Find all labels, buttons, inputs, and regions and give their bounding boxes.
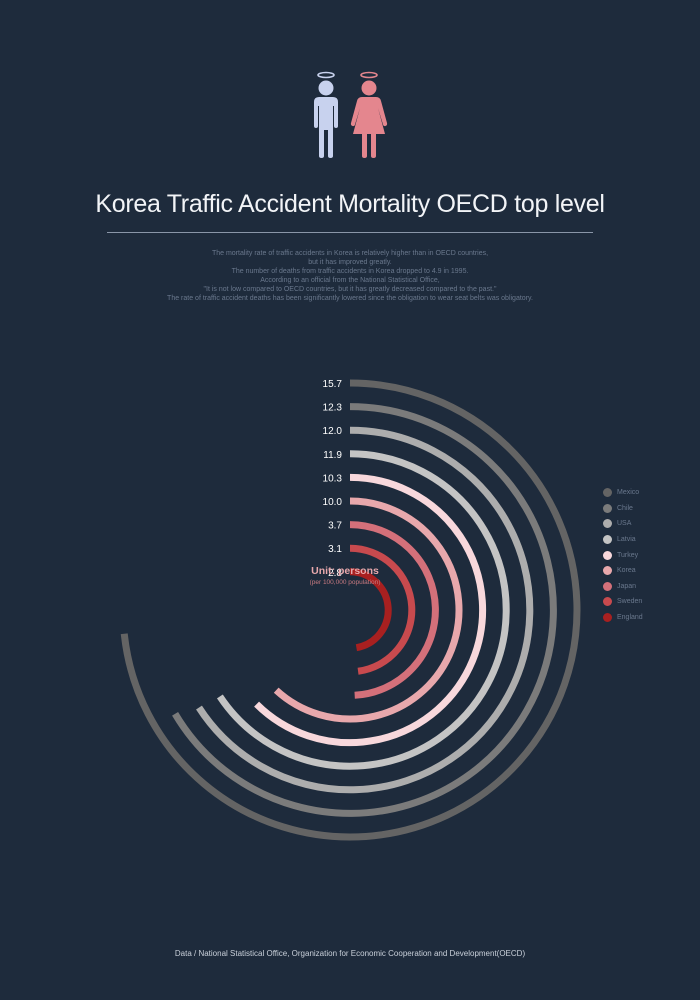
radial-bar-chart: 15.7 12.3 12.0 11.9 10.3 10.0 3.7 3.1 2.8 Unit: … xyxy=(120,379,581,841)
description-line: "It is not low compared to OECD countrie… xyxy=(203,286,497,293)
description-line: The mortality rate of traffic accidents … xyxy=(211,250,489,257)
legend-swatch xyxy=(603,566,612,576)
title-divider xyxy=(107,232,593,233)
arc-latvia xyxy=(216,450,510,770)
legend-label: Korea xyxy=(617,567,636,575)
arc-korea xyxy=(273,497,463,723)
unit-sublabel: (per 100,000 population) xyxy=(310,579,381,586)
legend-swatch xyxy=(603,550,612,560)
arc-mexico xyxy=(120,379,581,841)
value-label-mexico: 15.7 xyxy=(323,379,343,390)
figure-icons xyxy=(310,68,390,163)
legend-swatch xyxy=(603,613,612,623)
page-title: Korea Traffic Accident Mortality OECD to… xyxy=(95,190,605,218)
arc-japan xyxy=(349,521,439,699)
description-line: According to an official from the Nation… xyxy=(260,277,440,284)
legend-item-england: England xyxy=(603,610,693,626)
arc-sweden xyxy=(349,544,416,675)
description-text: The mortality rate of traffic accidents … xyxy=(100,249,600,303)
legend-item-japan: Japan xyxy=(603,579,693,595)
description-line: but it has improved greatly. xyxy=(308,259,392,266)
legend-swatch xyxy=(603,535,612,545)
legend-item-mexico: Mexico xyxy=(603,485,693,501)
value-label-japan: 3.7 xyxy=(328,521,342,532)
unit-label: Unit: persons xyxy=(311,565,379,577)
legend-label: England xyxy=(617,614,643,622)
value-label-sweden: 3.1 xyxy=(328,544,342,555)
chart-legend: Mexico Chile USA Latvia Turkey Korea Japan Swed… xyxy=(603,485,693,625)
legend-item-sweden: Sweden xyxy=(603,594,693,610)
legend-label: Japan xyxy=(617,582,637,590)
value-label-chile: 12.3 xyxy=(323,403,343,414)
legend-swatch xyxy=(603,581,612,591)
legend-label: USA xyxy=(617,520,632,528)
legend-label: Turkey xyxy=(617,551,639,559)
value-label-latvia: 11.9 xyxy=(323,450,342,461)
arc-usa xyxy=(196,426,534,794)
source-note: Data / National Statistical Office, Orga… xyxy=(174,949,526,958)
value-label-turkey: 10.3 xyxy=(323,473,343,484)
legend-item-korea: Korea xyxy=(603,563,693,579)
female-angel-icon xyxy=(350,71,388,158)
description-line: The number of deaths from traffic accide… xyxy=(231,268,469,275)
legend-item-chile: Chile xyxy=(603,501,693,517)
legend-swatch xyxy=(603,519,612,529)
legend-label: Sweden xyxy=(617,598,643,606)
legend-item-turkey: Turkey xyxy=(603,547,693,563)
arc-england xyxy=(349,568,392,652)
legend-item-latvia: Latvia xyxy=(603,532,693,548)
legend-label: Chile xyxy=(617,504,633,512)
value-label-usa: 12.0 xyxy=(323,426,343,437)
value-label-england: 2.8 xyxy=(328,568,342,579)
description-line: The rate of traffic accident deaths has … xyxy=(167,295,533,302)
legend-item-usa: USA xyxy=(603,516,693,532)
legend-label: Latvia xyxy=(617,536,636,544)
arc-chile xyxy=(172,403,557,817)
legend-label: Mexico xyxy=(617,489,640,497)
male-angel-icon xyxy=(314,71,338,158)
legend-swatch xyxy=(603,503,612,513)
arc-turkey xyxy=(254,473,487,747)
legend-swatch xyxy=(603,597,612,607)
legend-swatch xyxy=(603,488,612,498)
value-label-korea: 10.0 xyxy=(323,497,343,508)
